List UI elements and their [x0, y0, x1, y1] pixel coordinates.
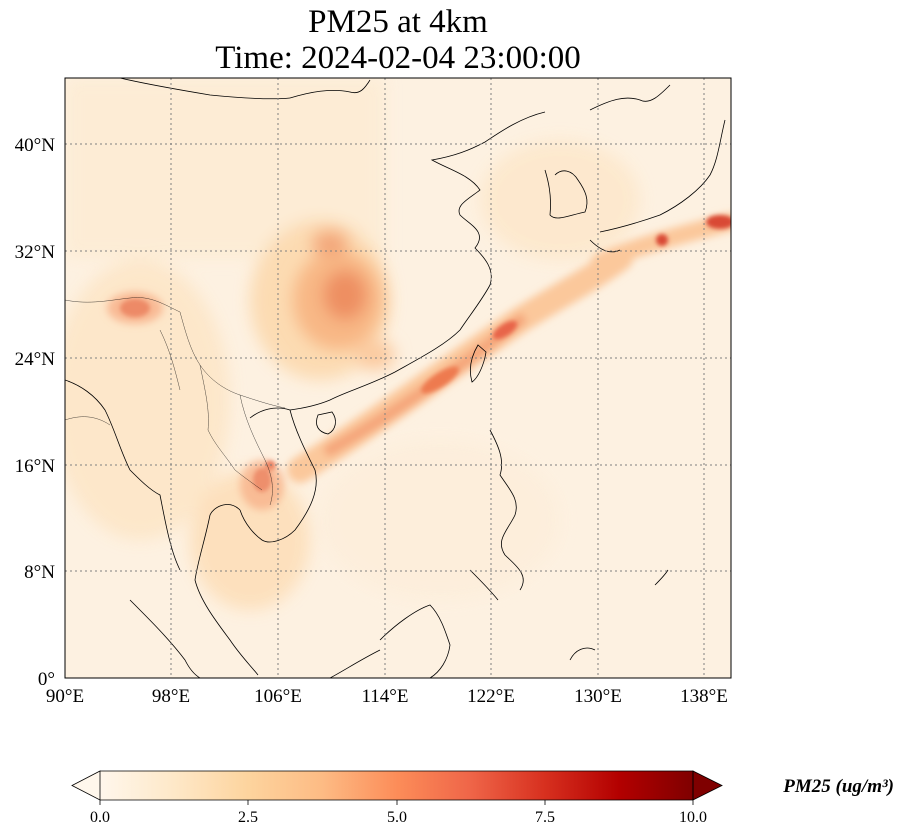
gridlines: [65, 78, 731, 678]
colorbar: 0.0 2.5 5.0 7.5 10.0 PM25 (ug/m³): [71, 770, 894, 826]
colorbar-tick-label: 0.0: [90, 809, 110, 826]
colorbar-tick-label: 10.0: [679, 809, 707, 826]
lat-tick-label: 8°N: [24, 562, 55, 583]
lat-tick-label: 0°: [38, 669, 55, 690]
lon-tick-label: 98°E: [152, 686, 190, 707]
lon-tick-label: 138°E: [680, 686, 728, 707]
map-frame: [64, 77, 732, 679]
lat-tick-labels: 0° 8°N 16°N 24°N 32°N 40°N: [15, 135, 56, 690]
coastlines: [65, 78, 726, 678]
lon-tick-label: 106°E: [254, 686, 302, 707]
colorbar-tick-label: 5.0: [387, 809, 407, 826]
colorbar-label: PM25 (ug/m³): [782, 776, 894, 797]
colorbar-extend-low: [71, 770, 101, 801]
lat-tick-label: 24°N: [15, 349, 56, 370]
lat-tick-label: 40°N: [15, 135, 56, 156]
colorbar-gradient: [100, 771, 693, 800]
map-panel: [65, 78, 731, 678]
lon-tick-label: 122°E: [467, 686, 515, 707]
lon-tick-label: 130°E: [574, 686, 622, 707]
country-borders: [65, 297, 286, 506]
pm25-field: [65, 78, 731, 610]
map-title-line-2: Time: 2024-02-04 23:00:00: [215, 40, 581, 76]
lat-tick-label: 32°N: [15, 242, 56, 263]
colorbar-tick-label: 7.5: [535, 809, 555, 826]
map-title-line-1: PM25 at 4km: [308, 4, 488, 40]
lon-tick-labels: 90°E 98°E 106°E 114°E 122°E 130°E 138°E: [46, 686, 728, 707]
lon-tick-label: 90°E: [46, 686, 84, 707]
lon-tick-label: 114°E: [362, 686, 409, 707]
colorbar-tick-label: 2.5: [238, 809, 258, 826]
colorbar-extend-high: [692, 770, 723, 801]
lat-tick-label: 16°N: [15, 456, 56, 477]
